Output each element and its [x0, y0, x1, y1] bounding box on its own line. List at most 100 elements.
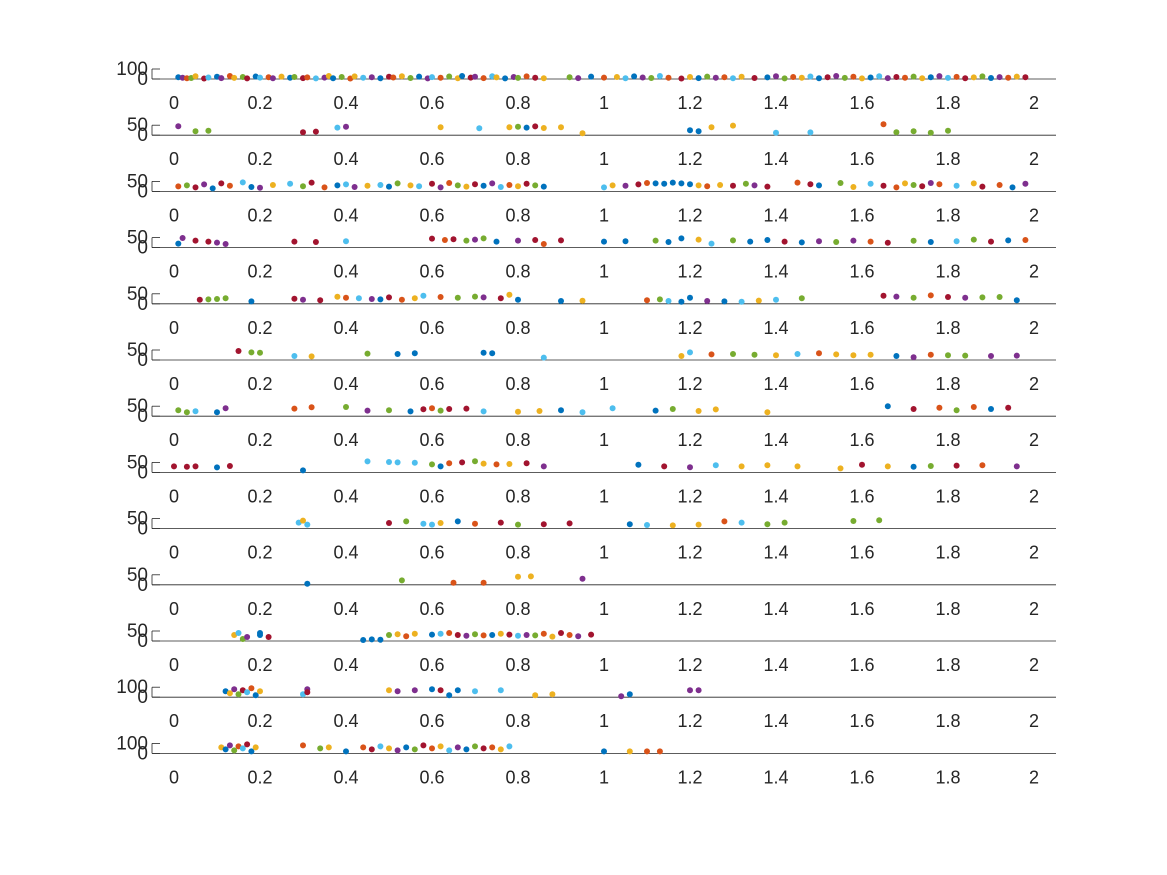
x-tick-label: 1: [599, 205, 609, 225]
x-tick-label: 0.6: [419, 655, 444, 675]
data-point: [338, 74, 345, 80]
data-point: [656, 748, 663, 755]
x-tick-label: 0.6: [419, 543, 444, 563]
data-point: [407, 182, 414, 189]
data-point: [231, 74, 238, 81]
data-point: [751, 75, 758, 81]
x-tick-label: 0: [169, 543, 179, 563]
data-point: [368, 746, 375, 753]
y-tick-label: 50: [127, 340, 148, 361]
data-point: [807, 73, 814, 80]
data-point: [304, 74, 311, 81]
data-point: [472, 688, 478, 695]
data-point: [411, 350, 418, 357]
data-point: [218, 75, 225, 82]
data-point: [515, 123, 521, 130]
data-point: [540, 521, 547, 528]
data-point: [867, 238, 874, 245]
data-point: [798, 74, 805, 81]
data-point: [790, 74, 797, 80]
data-point: [386, 459, 392, 465]
x-tick-label: 1.6: [849, 374, 874, 394]
data-point: [665, 74, 672, 81]
data-point: [377, 182, 384, 188]
data-point: [312, 75, 319, 82]
data-point: [394, 747, 401, 754]
data-point: [816, 238, 822, 245]
data-point: [214, 464, 220, 471]
data-point: [936, 73, 943, 80]
data-point: [712, 74, 719, 81]
data-point: [226, 182, 233, 189]
data-point: [532, 692, 539, 699]
data-point: [893, 129, 900, 136]
x-tick-label: 0.4: [333, 262, 358, 282]
data-point: [588, 631, 595, 638]
data-point: [588, 73, 595, 80]
data-point: [566, 74, 573, 81]
data-point: [506, 743, 513, 750]
data-point: [179, 74, 186, 81]
data-point: [540, 183, 547, 190]
data-point: [721, 518, 728, 525]
data-point: [437, 294, 444, 300]
data-point: [661, 463, 668, 470]
x-tick-label: 0.6: [419, 205, 444, 225]
data-point: [532, 123, 539, 130]
data-point: [579, 575, 586, 582]
data-point: [480, 745, 487, 752]
data-point: [712, 462, 719, 469]
x-tick-label: 0: [169, 599, 179, 619]
data-point: [665, 239, 672, 245]
data-point: [257, 630, 263, 636]
data-point: [304, 580, 311, 587]
data-point: [532, 182, 539, 189]
data-point: [179, 235, 186, 241]
data-point: [781, 75, 788, 82]
x-tick-label: 0.8: [505, 655, 530, 675]
x-tick-label: 1.6: [849, 430, 874, 450]
data-point: [850, 73, 857, 80]
data-point: [497, 746, 504, 753]
data-point: [446, 630, 453, 636]
data-point: [850, 352, 857, 359]
x-tick-label: 2: [1029, 655, 1039, 675]
data-point: [540, 463, 547, 470]
data-point: [738, 519, 745, 526]
data-point: [1013, 463, 1020, 470]
y-tick-label: 50: [127, 565, 148, 586]
data-point: [988, 406, 994, 412]
y-tick-label: 0: [137, 238, 148, 259]
data-point: [506, 182, 513, 188]
data-point: [601, 238, 607, 245]
data-point: [540, 630, 547, 637]
data-point: [300, 183, 306, 190]
x-tick-label: 0.6: [419, 599, 444, 619]
data-point: [343, 238, 349, 245]
data-point: [463, 183, 470, 190]
x-tick-label: 0.2: [247, 430, 272, 450]
x-tick-label: 1.4: [763, 543, 788, 563]
data-point: [386, 407, 392, 414]
y-tick-label: 100: [116, 733, 148, 754]
data-point: [996, 74, 1003, 81]
x-tick-label: 0.6: [419, 93, 444, 113]
data-point: [386, 687, 392, 694]
data-point: [222, 405, 229, 412]
data-point: [794, 179, 801, 186]
x-tick-label: 1.8: [935, 543, 960, 563]
data-point: [257, 74, 263, 81]
x-tick-label: 1.4: [763, 93, 788, 113]
x-tick-label: 0: [169, 318, 179, 338]
data-point: [687, 181, 693, 188]
y-tick-label: 50: [127, 284, 148, 305]
data-point: [222, 746, 229, 753]
x-tick-label: 0.4: [333, 318, 358, 338]
x-tick-label: 0.8: [505, 262, 530, 282]
data-point: [738, 73, 745, 80]
x-tick-label: 1.4: [763, 318, 788, 338]
data-point: [450, 236, 457, 243]
data-point: [609, 405, 616, 412]
data-point: [837, 465, 844, 472]
data-point: [601, 184, 607, 191]
